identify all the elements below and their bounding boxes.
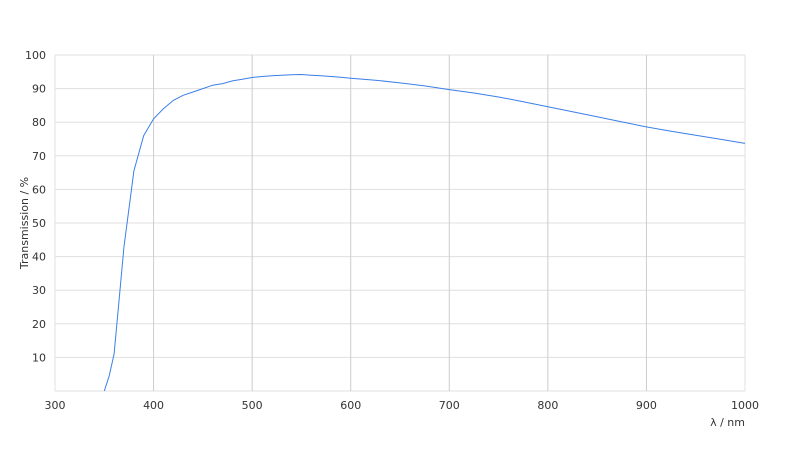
- x-tick-label: 1000: [731, 399, 759, 412]
- x-tick-label: 600: [340, 399, 361, 412]
- y-tick-label: 10: [32, 351, 46, 364]
- x-tick-label: 700: [439, 399, 460, 412]
- y-tick-label: 70: [32, 150, 46, 163]
- y-tick-label: 40: [32, 251, 46, 264]
- x-tick-label: 300: [45, 399, 66, 412]
- x-tick-label: 400: [143, 399, 164, 412]
- y-tick-label: 50: [32, 217, 46, 230]
- x-tick-label: 900: [636, 399, 657, 412]
- series-line-transmission: [103, 73, 746, 392]
- x-axis-label: λ / nm: [710, 416, 745, 429]
- y-axis-label: Transmission / %: [18, 177, 31, 270]
- x-tick-label: 500: [242, 399, 263, 412]
- y-tick-label: 80: [32, 116, 46, 129]
- x-tick-label: 800: [537, 399, 558, 412]
- grid: [54, 54, 746, 392]
- y-tick-label: 30: [32, 284, 46, 297]
- y-tick-label: 20: [32, 318, 46, 331]
- y-tick-label: 90: [32, 83, 46, 96]
- y-tick-label: 60: [32, 183, 46, 196]
- tick-labels: 10 20 30 40 50 60 70 80 90 100 300 400 500 600 700 800 9…: [25, 49, 759, 412]
- y-tick-label: 100: [25, 49, 46, 62]
